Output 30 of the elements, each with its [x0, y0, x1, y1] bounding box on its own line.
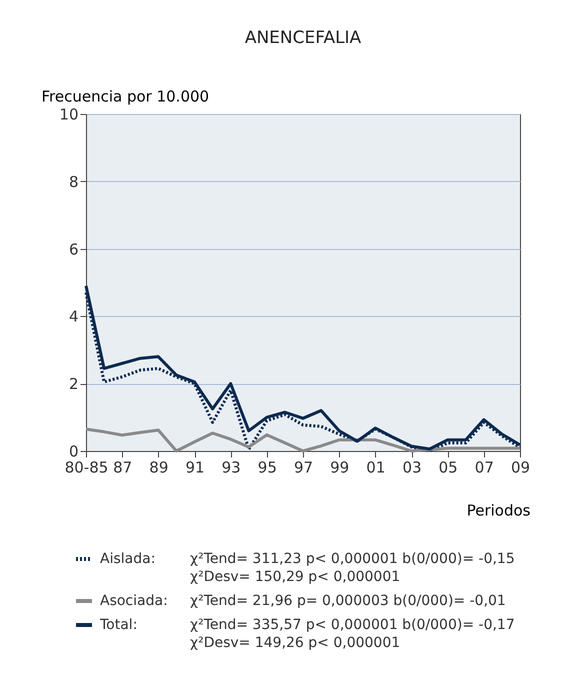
y-tick-label: 6 [68, 240, 78, 258]
legend-label: Aislada: [100, 551, 156, 567]
y-tick-label: 0 [68, 442, 78, 460]
text: χ²Tend= 335,57 p< 0,000001 b(0/000)= -0,17 [190, 617, 515, 633]
text: χ²Desv= 149,26 p< 0,000001 [190, 635, 400, 651]
y-tick-label: 2 [68, 375, 78, 394]
x-tick-label: 80-85 [64, 458, 108, 476]
y-axis-title: Frecuencia por 10.000 [42, 88, 210, 106]
legend-label: Asociada: [100, 593, 168, 609]
x-tick-label: 93 [222, 458, 241, 476]
x-tick-label: 97 [294, 458, 314, 476]
x-tick-label: 07 [474, 458, 494, 476]
x-tick-label: 01 [366, 458, 386, 476]
x-tick-label: 09 [510, 458, 530, 476]
x-tick-label: 03 [402, 458, 422, 476]
text: χ²Tend= 21,96 p= 0,000003 b(0/000)= -0,01 [190, 593, 506, 609]
text: χ²Tend= 311,23 p< 0,000001 b(0/000)= -0,15 [190, 551, 515, 567]
x-tick-label: 87 [113, 458, 132, 476]
text: χ²Desv= 150,29 p< 0,000001 [190, 569, 400, 585]
legend-label: Total: [99, 617, 138, 633]
y-tick-label: 8 [68, 172, 78, 191]
x-tick-label: 95 [258, 458, 277, 476]
x-tick-label: 05 [438, 458, 458, 476]
chart-title: ANENCEFALIA [244, 28, 362, 48]
x-axis-title: Periodos [466, 502, 531, 520]
x-tick-label: 99 [330, 458, 350, 476]
x-tick-label: 91 [185, 458, 205, 476]
x-tick-label: 89 [149, 458, 168, 476]
y-tick-label: 10 [59, 106, 78, 124]
y-tick-label: 4 [68, 308, 78, 326]
